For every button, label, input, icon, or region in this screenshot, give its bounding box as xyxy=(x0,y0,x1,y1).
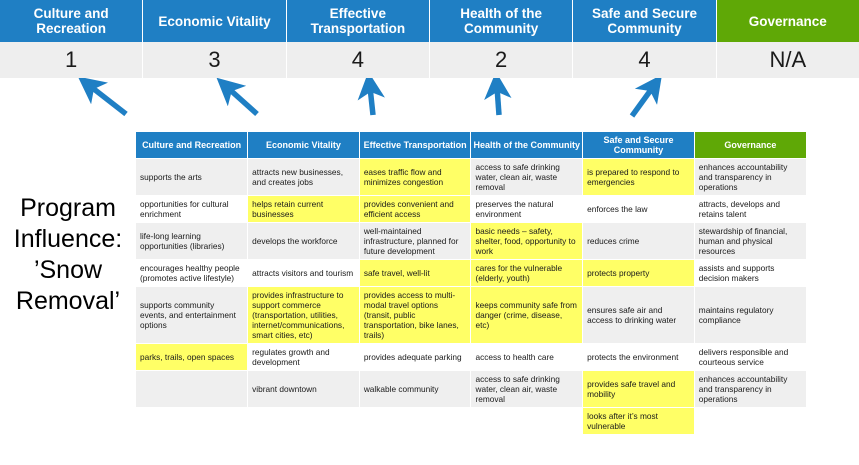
matrix-cell: keeps community safe from danger (crime,… xyxy=(470,286,584,344)
matrix-cell: encourages healthy people (promotes acti… xyxy=(136,259,249,287)
caption-line-3: ’Snow xyxy=(33,256,103,284)
community-outcomes-matrix: Culture and Recreation Economic Vitality E… xyxy=(136,132,806,434)
matrix-cell: assists and supports decision makers xyxy=(694,259,806,287)
matrix-row: life-long learning opportunities (librar… xyxy=(136,222,806,260)
matrix-row: encourages healthy people (promotes acti… xyxy=(136,259,806,287)
caption-line-1: Program xyxy=(20,194,116,222)
matrix-cell: cares for the vulnerable (elderly, youth… xyxy=(470,259,584,287)
matrix-column-header: Economic Vitality xyxy=(247,132,360,159)
matrix-column-header: Health of the Community xyxy=(470,132,584,159)
matrix-cell: basic needs – safety, shelter, food, opp… xyxy=(470,222,584,260)
matrix-cell: enforces the law xyxy=(582,195,695,223)
strategic-priorities-scorecard: Culture and Recreation Economic Vitality E… xyxy=(0,0,859,78)
program-influence-caption: Program Influence: ’Snow Removal’ xyxy=(2,193,134,317)
scorecard-value-cell: 3 xyxy=(143,42,287,78)
arrow-economic-vitality xyxy=(216,77,259,117)
matrix-column-header: Culture and Recreation xyxy=(136,132,249,159)
arrow-safe-and-secure-community xyxy=(629,74,663,118)
matrix-row: opportunities for cultural enrichment hel… xyxy=(136,195,806,223)
matrix-cell: safe travel, well-lit xyxy=(359,259,472,287)
matrix-cell: is prepared to respond to emergencies xyxy=(582,158,695,196)
matrix-column-header: Safe and Secure Community xyxy=(582,132,695,159)
scorecard-header-cell: Culture and Recreation xyxy=(0,0,144,42)
caption-line-4: Removal’ xyxy=(15,287,121,315)
matrix-cell: well-maintained infrastructure, planned … xyxy=(359,222,472,260)
scorecard-value-cell: 1 xyxy=(0,42,144,78)
matrix-header: Culture and Recreation Economic Vitality E… xyxy=(136,132,806,159)
matrix-cell: provides safe travel and mobility xyxy=(582,370,695,408)
matrix-cell: maintains regulatory compliance xyxy=(694,286,806,344)
matrix-cell: enhances accountability and transparency… xyxy=(694,158,806,196)
matrix-cell xyxy=(694,407,806,434)
matrix-cell: delivers responsible and courteous servi… xyxy=(694,343,806,371)
matrix-cell: develops the workforce xyxy=(247,222,360,260)
matrix-cell xyxy=(247,407,360,434)
matrix-cell: opportunities for cultural enrichment xyxy=(136,195,249,223)
matrix-column-header: Governance xyxy=(694,132,806,159)
matrix-cell: supports community events, and entertain… xyxy=(136,286,249,344)
matrix-cell: attracts new businesses, and creates job… xyxy=(247,158,360,196)
matrix-cell: ensures safe air and access to drinking … xyxy=(582,286,695,344)
matrix-cell: regulates growth and development xyxy=(247,343,360,371)
matrix-cell: preserves the natural environment xyxy=(470,195,584,223)
matrix-cell: walkable community xyxy=(359,370,472,408)
matrix-row: parks, trails, open spaces regulates grow… xyxy=(136,343,806,371)
matrix-cell: reduces crime xyxy=(582,222,695,260)
matrix-cell xyxy=(136,407,249,434)
matrix-body: supports the arts attracts new businesses… xyxy=(136,158,806,434)
scorecard-header-cell: Governance xyxy=(716,0,859,42)
scorecard-value-row: 1 3 4 2 4 N/A xyxy=(0,42,859,78)
matrix-cell: protects the environment xyxy=(582,343,695,371)
scorecard-header-cell: Safe and Secure Community xyxy=(573,0,717,42)
matrix-cell: access to safe drinking water, clean air… xyxy=(470,370,584,408)
matrix-cell: enhances accountability and transparency… xyxy=(694,370,806,408)
matrix-cell xyxy=(359,407,472,434)
matrix-cell: stewardship of financial, human and phys… xyxy=(694,222,806,260)
matrix-cell: attracts, develops and retains talent xyxy=(694,195,806,223)
arrow-culture-and-recreation xyxy=(77,76,128,117)
matrix-header-row: Culture and Recreation Economic Vitality E… xyxy=(136,132,806,159)
matrix-cell xyxy=(136,370,249,408)
matrix-cell xyxy=(470,407,584,434)
matrix-cell: eases traffic flow and minimizes congest… xyxy=(359,158,472,196)
matrix-row: supports community events, and entertain… xyxy=(136,286,806,344)
matrix-column-header: Effective Transportation xyxy=(359,132,472,159)
matrix-cell: looks after it’s most vulnerable xyxy=(582,407,695,434)
scorecard-header-cell: Economic Vitality xyxy=(143,0,287,42)
scorecard-value-cell: 4 xyxy=(286,42,430,78)
matrix-cell: protects property xyxy=(582,259,695,287)
arrow-health-of-the-community xyxy=(484,71,512,116)
scorecard-header-cell: Health of the Community xyxy=(429,0,574,42)
matrix-cell: parks, trails, open spaces xyxy=(136,343,249,371)
matrix-cell: provides infrastructure to support comme… xyxy=(247,286,360,344)
matrix-cell: attracts visitors and tourism xyxy=(247,259,360,287)
matrix-cell: vibrant downtown xyxy=(247,370,360,408)
scorecard-header-cell: Effective Transportation xyxy=(286,0,430,42)
caption-line-2: Influence: xyxy=(13,225,123,253)
matrix-cell: life-long learning opportunities (librar… xyxy=(136,222,249,260)
matrix-cell: helps retain current businesses xyxy=(247,195,360,223)
matrix-cell: provides convenient and efficient access xyxy=(359,195,472,223)
matrix-cell: access to safe drinking water, clean air… xyxy=(470,158,584,196)
matrix-cell: supports the arts xyxy=(136,158,249,196)
scorecard-value-cell: 4 xyxy=(573,42,717,78)
matrix-row: supports the arts attracts new businesses… xyxy=(136,158,806,196)
matrix-row: vibrant downtown walkable community access… xyxy=(136,370,806,408)
matrix-row: looks after it’s most vulnerable xyxy=(136,407,806,434)
matrix-cell: access to health care xyxy=(470,343,584,371)
arrow-effective-transportation xyxy=(357,71,385,116)
matrix-cell: provides adequate parking xyxy=(359,343,472,371)
scorecard-header-row: Culture and Recreation Economic Vitality E… xyxy=(0,0,859,42)
matrix-cell: provides access to multi-modal travel op… xyxy=(359,286,472,344)
scorecard-value-cell: 2 xyxy=(429,42,574,78)
arrow-connectors-layer xyxy=(0,71,859,136)
scorecard-value-cell: N/A xyxy=(716,42,859,78)
